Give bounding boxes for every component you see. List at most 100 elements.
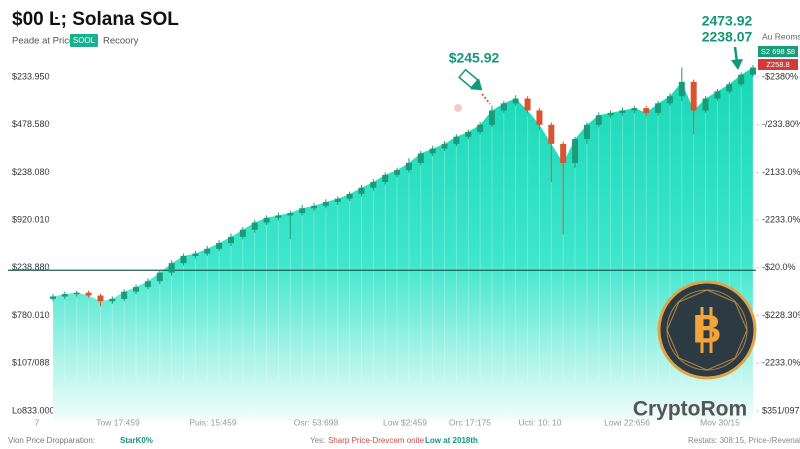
candle-body: [346, 193, 353, 199]
candle-body: [643, 108, 650, 113]
candle-body: [121, 291, 128, 299]
marker-dot: [454, 104, 462, 112]
candle-body: [678, 81, 685, 97]
footer-text: Low at 2018th: [425, 436, 478, 445]
candle-body: [441, 143, 448, 149]
y-tick-label: $238.880: [12, 262, 50, 272]
candle-body: [275, 215, 282, 218]
candle-body: [216, 243, 223, 249]
footer-text: StarK0%: [120, 436, 153, 445]
annotation: 2473.92: [702, 13, 753, 29]
candle-body: [334, 198, 341, 203]
footer-text: Vion Price Dropparation:: [8, 436, 95, 445]
y-tick-label: $107/088: [12, 358, 50, 368]
y-tick-label: Lo833.000: [12, 405, 55, 415]
badge: [70, 34, 98, 47]
candle-body: [299, 208, 306, 214]
candle-body: [287, 213, 294, 216]
x-tick-label: Low $2:459: [383, 417, 427, 427]
y2-tick-label: -2233.0%: [762, 358, 800, 368]
candle-body: [690, 81, 697, 111]
candle-body: [192, 253, 199, 256]
logo-web: [666, 289, 748, 371]
candle-body: [168, 263, 175, 273]
candle-body: [738, 74, 745, 85]
footer-text: Restats: 308:15, Price-/Revenals: [688, 436, 800, 445]
x-tick-label: Puis: 15:459: [189, 417, 237, 427]
y-tick-label: $920.010: [12, 215, 50, 225]
candle-body: [85, 292, 92, 296]
candle-body: [156, 272, 163, 282]
annotation-arrow: [458, 68, 483, 91]
legend-title: Au Reoms: [762, 31, 800, 41]
candle-body: [465, 131, 472, 137]
logo-coin: [657, 280, 757, 380]
y2-tick-label: $351/097: [762, 405, 800, 415]
candle-body: [144, 281, 151, 287]
footer-text: Sharp Price-Drevcem onite: [328, 436, 425, 445]
candle-body: [109, 298, 116, 302]
candle-body: [311, 205, 318, 209]
price-badge-label: S2 698 $8: [761, 47, 795, 56]
price-badge-label: Z258.8: [766, 60, 789, 69]
y2-tick-label: -$20.0%: [762, 262, 796, 272]
y2-tick-label: -/233.80%: [762, 119, 800, 129]
candle-body: [133, 286, 140, 292]
candle-body: [726, 84, 733, 92]
candle-body: [714, 91, 721, 99]
candle-body: [370, 182, 377, 188]
candle-body: [750, 67, 756, 75]
candle-body: [500, 103, 507, 111]
candle-body: [382, 174, 389, 183]
candle-body: [655, 103, 662, 113]
candle-body: [595, 115, 602, 125]
candle-body: [619, 110, 626, 113]
y-tick-label: $238.080: [12, 167, 50, 177]
annotation: 2238.07: [702, 29, 753, 45]
plot: $233.950 $478.580 $238.080 $920.010 $238.880…: [8, 65, 800, 427]
candle-body: [227, 236, 234, 244]
candle-body: [477, 124, 484, 132]
y-tick-label: $478.580: [12, 119, 50, 129]
logo-text: CryptoRom: [633, 398, 747, 421]
candle-body: [239, 229, 246, 237]
y2-tick-label: -$2380%: [762, 71, 798, 81]
candle-body: [204, 248, 211, 254]
candle-body: [263, 217, 270, 223]
price-badge: [758, 59, 798, 70]
candle-body: [536, 110, 543, 125]
candle-body: [524, 98, 531, 111]
x-tick-label: Lowi 22:656: [604, 417, 650, 427]
y-tick-label: $780.010: [12, 310, 50, 320]
candle-body: [512, 98, 519, 104]
annotation-arrow: [733, 46, 739, 63]
candle-body: [405, 162, 412, 171]
annotation: $245.92: [449, 50, 500, 66]
x-tick-label: Tow 17:459: [96, 417, 140, 427]
chart-title: $00 Ŀ; Solana SOL: [12, 9, 179, 30]
candle-body: [429, 148, 436, 154]
footer-text: Yes:: [310, 436, 325, 445]
candle-body: [560, 143, 567, 163]
candle-body: [548, 124, 555, 144]
candle-body: [583, 124, 590, 140]
candle-body: [394, 170, 401, 175]
candle-body: [73, 292, 80, 295]
x-tick-label: Mov 30/15: [700, 417, 740, 427]
x-tick-label: Osr: 53:698: [294, 417, 339, 427]
subtitle-extra: Recoory: [103, 36, 139, 47]
candle-body: [251, 222, 258, 230]
candle-body: [358, 187, 365, 194]
candle-body: [666, 96, 673, 104]
candle-body: [607, 112, 614, 116]
badge-label: SOOL: [73, 36, 96, 45]
candle-body: [488, 110, 495, 125]
subtitle: Peade at Price: [12, 36, 74, 47]
y2-tick-label: -2233.0%: [762, 215, 800, 225]
x-tick-label: 7: [35, 417, 40, 427]
candle-body: [50, 296, 56, 299]
candle-body: [702, 98, 709, 111]
candle-body: [453, 136, 460, 144]
candle-body: [572, 139, 579, 163]
x-tick-label: Ucti: 10: 10: [519, 417, 562, 427]
